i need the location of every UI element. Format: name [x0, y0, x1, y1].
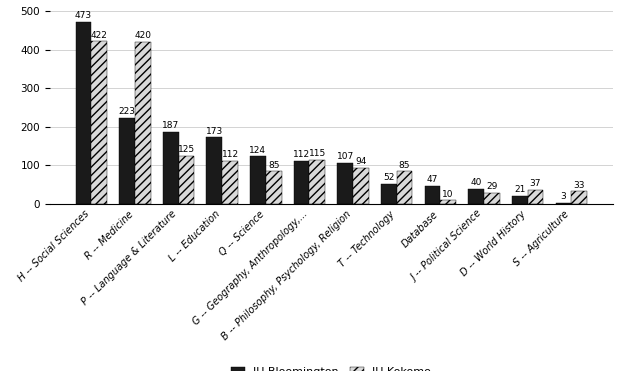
Text: 85: 85 — [268, 161, 279, 170]
Bar — [91, 41, 107, 204]
Bar — [556, 203, 571, 204]
Bar — [179, 156, 194, 204]
Text: 33: 33 — [573, 181, 585, 190]
Legend: IU Bloomington, IU Kokomo: IU Bloomington, IU Kokomo — [227, 362, 436, 371]
Text: 85: 85 — [399, 161, 410, 170]
Bar — [119, 118, 135, 204]
Text: 40: 40 — [471, 178, 482, 187]
Bar — [250, 156, 266, 204]
Bar — [484, 193, 499, 204]
Text: 10: 10 — [442, 190, 454, 198]
Text: 420: 420 — [134, 32, 151, 40]
Bar — [294, 161, 309, 204]
Text: 187: 187 — [162, 121, 179, 130]
Bar — [571, 191, 587, 204]
Text: 223: 223 — [119, 108, 136, 116]
Bar — [135, 42, 151, 204]
Bar — [76, 22, 91, 204]
Text: 173: 173 — [206, 127, 223, 136]
Text: 112: 112 — [221, 150, 239, 159]
Text: 21: 21 — [514, 186, 526, 194]
Bar — [338, 163, 353, 204]
Text: 94: 94 — [355, 157, 367, 166]
Bar — [397, 171, 412, 204]
Text: 107: 107 — [337, 152, 354, 161]
Text: 112: 112 — [293, 150, 310, 159]
Bar — [441, 200, 456, 204]
Bar — [381, 184, 397, 204]
Text: 125: 125 — [178, 145, 195, 154]
Bar — [206, 137, 222, 204]
Bar — [163, 132, 179, 204]
Bar — [468, 188, 484, 204]
Text: 37: 37 — [530, 179, 541, 188]
Bar — [512, 196, 528, 204]
Bar — [309, 160, 325, 204]
Bar — [222, 161, 238, 204]
Bar — [353, 168, 369, 204]
Text: 115: 115 — [309, 149, 326, 158]
Text: 3: 3 — [561, 192, 566, 201]
Text: 473: 473 — [75, 11, 92, 20]
Text: 52: 52 — [383, 174, 394, 183]
Text: 29: 29 — [486, 182, 498, 191]
Bar — [528, 190, 543, 204]
Text: 422: 422 — [91, 31, 108, 40]
Text: 47: 47 — [427, 175, 438, 184]
Bar — [424, 186, 441, 204]
Text: 124: 124 — [249, 146, 266, 155]
Bar — [266, 171, 281, 204]
